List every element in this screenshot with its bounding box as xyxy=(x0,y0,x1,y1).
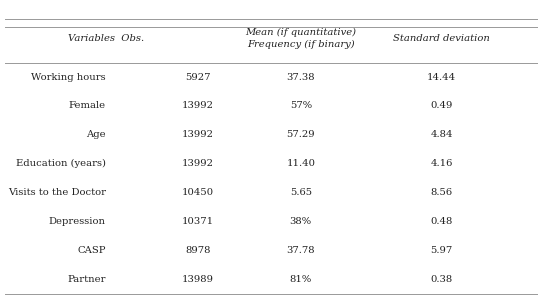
Text: CASP: CASP xyxy=(77,246,106,255)
Text: 13992: 13992 xyxy=(182,101,214,110)
Text: 8.56: 8.56 xyxy=(431,188,453,197)
Text: 0.49: 0.49 xyxy=(430,101,453,110)
Text: Mean (if quantitative)
Frequency (if binary): Mean (if quantitative) Frequency (if bin… xyxy=(246,28,356,49)
Text: 37.38: 37.38 xyxy=(287,72,315,82)
Text: Partner: Partner xyxy=(67,274,106,284)
Text: 10450: 10450 xyxy=(182,188,214,197)
Text: 11.40: 11.40 xyxy=(286,159,315,168)
Text: Working hours: Working hours xyxy=(31,72,106,82)
Text: 81%: 81% xyxy=(289,274,312,284)
Text: Standard deviation: Standard deviation xyxy=(393,34,490,43)
Text: 57%: 57% xyxy=(290,101,312,110)
Text: Female: Female xyxy=(69,101,106,110)
Text: 10371: 10371 xyxy=(182,217,214,226)
Text: 13992: 13992 xyxy=(182,159,214,168)
Text: Depression: Depression xyxy=(49,217,106,226)
Text: 0.48: 0.48 xyxy=(430,217,453,226)
Text: 57.29: 57.29 xyxy=(287,130,315,139)
Text: 0.38: 0.38 xyxy=(430,274,453,284)
Text: Visits to the Doctor: Visits to the Doctor xyxy=(8,188,106,197)
Text: 8978: 8978 xyxy=(185,246,211,255)
Text: 4.84: 4.84 xyxy=(430,130,453,139)
Text: 5.97: 5.97 xyxy=(430,246,453,255)
Text: 5927: 5927 xyxy=(185,72,211,82)
Text: Education (years): Education (years) xyxy=(16,159,106,168)
Text: Variables  Obs.: Variables Obs. xyxy=(68,34,144,43)
Text: Age: Age xyxy=(86,130,106,139)
Text: 38%: 38% xyxy=(290,217,312,226)
Text: 14.44: 14.44 xyxy=(427,72,456,82)
Text: 13992: 13992 xyxy=(182,130,214,139)
Text: 13989: 13989 xyxy=(182,274,214,284)
Text: 4.16: 4.16 xyxy=(430,159,453,168)
Text: 37.78: 37.78 xyxy=(287,246,315,255)
Text: 5.65: 5.65 xyxy=(290,188,312,197)
